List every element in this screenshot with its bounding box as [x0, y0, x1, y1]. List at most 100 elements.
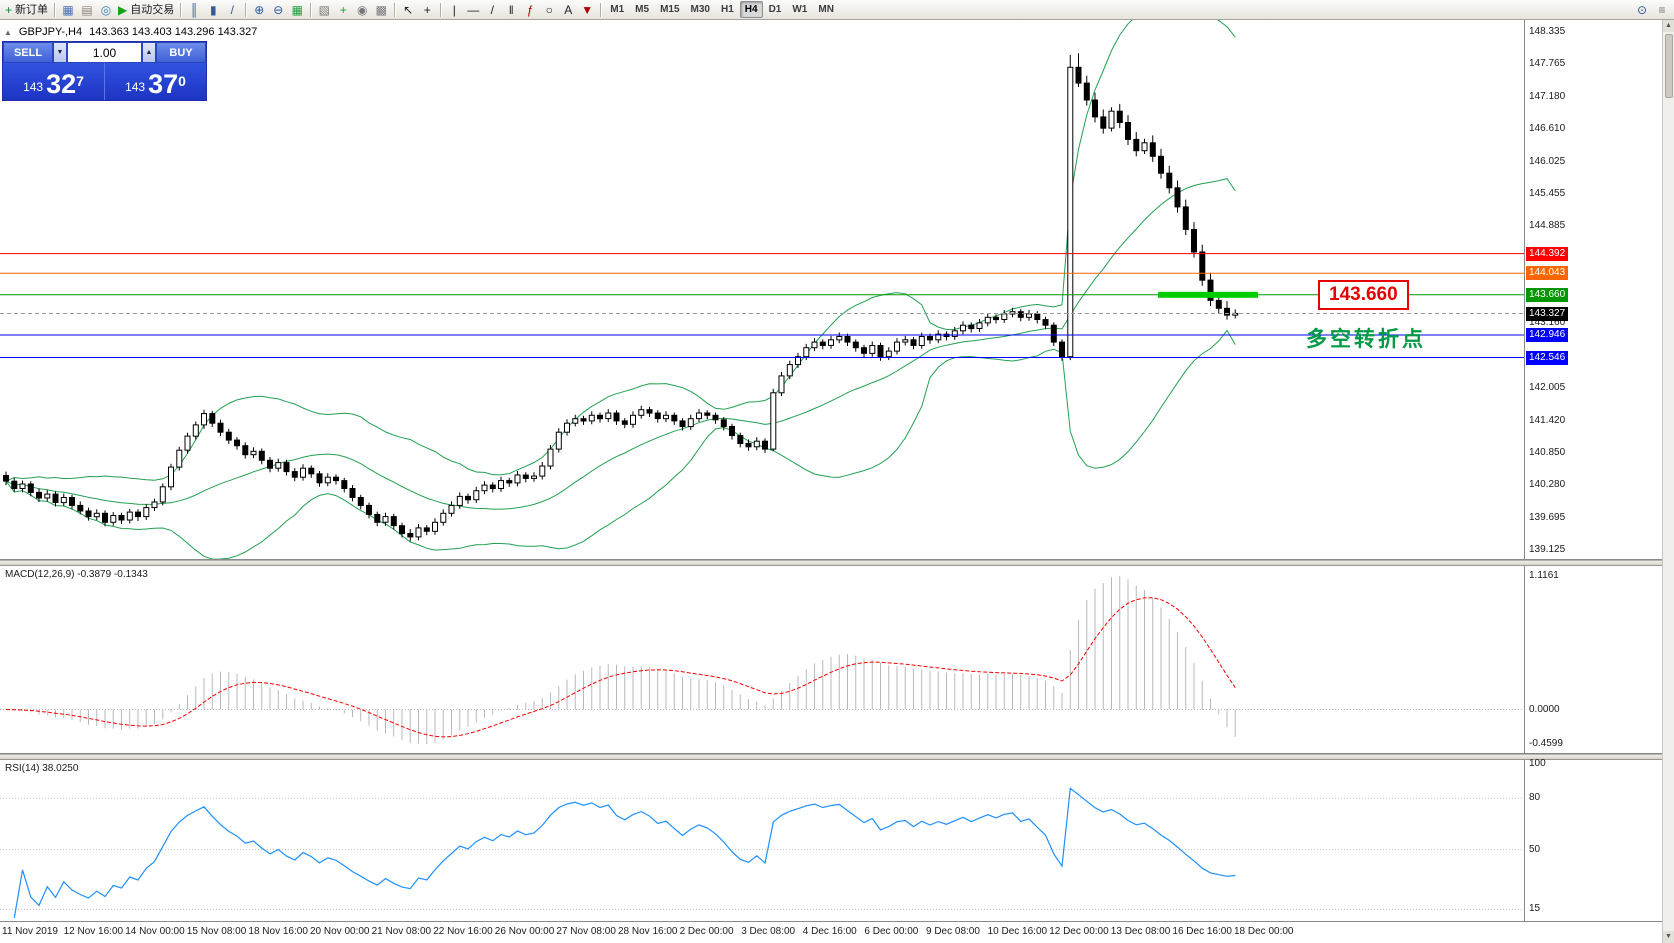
- cursor-icon: ↖: [403, 2, 414, 17]
- timeframe-m1-button[interactable]: M1: [610, 4, 625, 15]
- time-axis-label: 10 Dec 16:00: [987, 926, 1048, 937]
- scroll-down-icon[interactable]: ▼: [1663, 931, 1674, 943]
- toolbar-separator: [180, 2, 182, 17]
- shapes-button[interactable]: ○: [540, 1, 558, 19]
- search-icon: ⊙: [1636, 2, 1648, 17]
- templates-button[interactable]: ▩: [372, 1, 390, 19]
- arrows-button[interactable]: ▼: [578, 1, 596, 19]
- axis-label: 147.765: [1529, 57, 1566, 69]
- rsi-chart-svg[interactable]: [0, 760, 1524, 921]
- buy-button[interactable]: BUY: [156, 42, 206, 63]
- axis-label: 140.850: [1529, 447, 1566, 458]
- toolbar-separator: [54, 2, 56, 17]
- text-button[interactable]: A: [559, 1, 577, 19]
- macd-axis[interactable]: 1.1161 0.0000 -0.4599: [1524, 566, 1662, 753]
- timeframe-mn-button[interactable]: MN: [818, 4, 834, 15]
- time-axis[interactable]: 11 Nov 2019 12 Nov 16:00 14 Nov 00:00 15 No…: [0, 922, 1662, 943]
- vertical-scrollbar[interactable]: ▲ ▼: [1662, 20, 1674, 943]
- timeframe-w1-button[interactable]: W1: [792, 4, 808, 15]
- arrows-icon: ▼: [581, 2, 594, 17]
- volume-up-button[interactable]: ▲: [142, 42, 156, 63]
- timeframe-d1-button[interactable]: D1: [768, 4, 782, 15]
- horizontal-line-button[interactable]: —: [464, 1, 482, 19]
- trendline-button[interactable]: /: [483, 1, 501, 19]
- price-chart-svg[interactable]: [0, 20, 1524, 559]
- axis-label: 0.0000: [1529, 703, 1560, 715]
- axis-label: 1.1161: [1529, 570, 1559, 581]
- vertical-line-button[interactable]: |: [445, 1, 463, 19]
- search-button[interactable]: ⊙: [1633, 1, 1651, 19]
- axis-label: 148.335: [1529, 25, 1566, 37]
- time-axis-label: 2 Dec 00:00: [679, 926, 734, 937]
- sell-button[interactable]: SELL: [3, 42, 53, 63]
- volume-input[interactable]: [67, 42, 142, 63]
- new-order-button[interactable]: + 新订单: [3, 1, 50, 19]
- toolbar-separator: [440, 2, 442, 17]
- timeframe-h4-button[interactable]: H4: [739, 1, 763, 18]
- axis-label: 147.180: [1529, 90, 1566, 102]
- sell-price[interactable]: 143 32 7: [3, 63, 104, 100]
- timeframe-m15-button[interactable]: M15: [660, 4, 680, 15]
- indicators-icon: +: [339, 2, 347, 17]
- fibonacci-button[interactable]: ƒ: [521, 1, 539, 19]
- refresh-button[interactable]: ◎: [97, 1, 115, 19]
- chart-window-button[interactable]: ▦: [59, 1, 77, 19]
- price-axis-marker: 143.660: [1526, 287, 1569, 302]
- axis-label: 144.885: [1529, 219, 1566, 231]
- macd-plot[interactable]: MACD(12,26,9) -0.3879 -0.1343: [0, 566, 1524, 753]
- price-axis[interactable]: 148.335 147.765 147.180 146.610 146.025 145.4…: [1524, 20, 1662, 559]
- periods-button[interactable]: ◉: [353, 1, 371, 19]
- buy-price[interactable]: 143 37 0: [104, 63, 206, 100]
- autotrading-button[interactable]: ▶ 自动交易: [116, 1, 176, 19]
- turning-point-text[interactable]: 多空转折点: [1306, 327, 1426, 351]
- price-level-label[interactable]: 143.660: [1318, 279, 1409, 310]
- rsi-axis[interactable]: 100 80 50 15: [1524, 758, 1662, 921]
- time-axis-label: 18 Dec 00:00: [1234, 926, 1294, 937]
- horizontal-line-icon: —: [467, 2, 480, 17]
- timeframe-m30-button[interactable]: M30: [690, 4, 710, 15]
- new-chart-button[interactable]: ▧: [315, 1, 333, 19]
- line-chart-button[interactable]: /: [223, 1, 241, 19]
- main-toolbar: + 新订单 ▦ ▤ ◎ ▶ 自动交易 ║ ▮ / ⊕ ⊖ ▦ ▧ + ◉ ▩ ↖ + | — / ‖ ƒ ○ A ▼ M1 M5 M15…: [0, 0, 1674, 20]
- trendline-icon: /: [490, 2, 494, 17]
- channel-icon: ‖: [508, 2, 514, 17]
- quick-menu-button[interactable]: ≡: [1653, 1, 1671, 19]
- scrollbar-thumb[interactable]: [1664, 34, 1673, 98]
- toolbar-right: ⊙ ≡: [1633, 1, 1671, 19]
- time-axis-label: 22 Nov 16:00: [433, 926, 493, 937]
- indicators-button[interactable]: +: [334, 1, 352, 19]
- zoom-in-button[interactable]: ⊕: [250, 1, 268, 19]
- cursor-button[interactable]: ↖: [399, 1, 417, 19]
- time-axis-label: 12 Nov 16:00: [63, 926, 124, 937]
- volume-down-button[interactable]: ▼: [53, 42, 67, 63]
- text-icon: A: [564, 2, 573, 17]
- time-axis-label: 28 Nov 16:00: [618, 926, 678, 937]
- timeframe-h1-button[interactable]: H1: [720, 4, 734, 15]
- macd-chart-svg[interactable]: [0, 566, 1524, 753]
- bar-chart-button[interactable]: ║: [185, 1, 203, 19]
- toolbar-separator: [394, 2, 396, 17]
- profile-button[interactable]: ▤: [78, 1, 96, 19]
- channel-button[interactable]: ‖: [502, 1, 520, 19]
- zoom-out-button[interactable]: ⊖: [269, 1, 287, 19]
- rsi-plot[interactable]: RSI(14) 38.0250: [0, 760, 1524, 921]
- shapes-icon: ○: [545, 2, 553, 17]
- time-axis-label: 26 Nov 00:00: [494, 926, 555, 937]
- time-axis-label: 18 Nov 16:00: [248, 926, 308, 937]
- panel-splitter[interactable]: [0, 754, 1662, 760]
- panel-splitter[interactable]: [0, 560, 1662, 566]
- timeframe-m5-button[interactable]: M5: [635, 4, 650, 15]
- scroll-up-icon[interactable]: ▲: [1663, 20, 1674, 32]
- buy-price-prefix: 143: [125, 80, 146, 94]
- price-axis-marker: 142.546: [1526, 350, 1569, 365]
- crosshair-button[interactable]: +: [418, 1, 436, 19]
- axis-label: 143.160: [1529, 316, 1566, 328]
- candlestick-chart-button[interactable]: ▮: [204, 1, 222, 19]
- tile-windows-button[interactable]: ▦: [288, 1, 306, 19]
- quick-menu-icon: ≡: [1658, 2, 1666, 17]
- main-chart-plot[interactable]: ▲ GBPJPY-,H4 143.363 143.403 143.296 143…: [0, 20, 1524, 559]
- toolbar-separator: [310, 2, 312, 17]
- collapse-quote-panel-button[interactable]: ▲: [4, 27, 12, 37]
- autotrading-icon: ▶: [118, 2, 128, 17]
- time-axis-label: 15 Nov 08:00: [186, 926, 247, 937]
